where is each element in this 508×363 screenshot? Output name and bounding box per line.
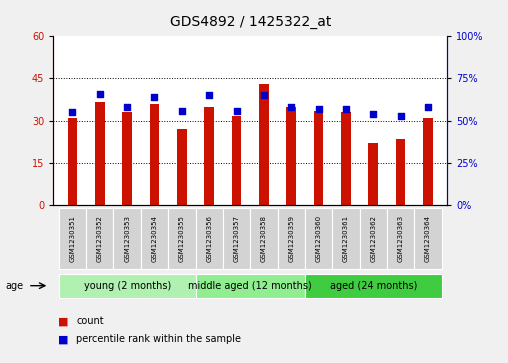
Text: GSM1230352: GSM1230352 <box>97 215 103 262</box>
Text: GSM1230364: GSM1230364 <box>425 215 431 262</box>
Bar <box>287 107 296 205</box>
FancyBboxPatch shape <box>223 208 250 269</box>
Bar <box>68 118 77 205</box>
Point <box>287 104 295 110</box>
Text: GSM1230355: GSM1230355 <box>179 215 185 262</box>
Text: GSM1230353: GSM1230353 <box>124 215 130 262</box>
FancyBboxPatch shape <box>196 274 305 298</box>
Point <box>233 108 241 114</box>
Point <box>69 109 77 115</box>
Text: GDS4892 / 1425322_at: GDS4892 / 1425322_at <box>170 15 331 29</box>
FancyBboxPatch shape <box>250 208 277 269</box>
Text: age: age <box>5 281 23 291</box>
Text: young (2 months): young (2 months) <box>83 281 171 291</box>
FancyBboxPatch shape <box>360 208 387 269</box>
Point <box>178 108 186 114</box>
Bar <box>423 118 433 205</box>
Text: aged (24 months): aged (24 months) <box>330 281 417 291</box>
FancyBboxPatch shape <box>168 208 196 269</box>
Text: middle aged (12 months): middle aged (12 months) <box>188 281 312 291</box>
Bar <box>95 102 105 205</box>
Bar <box>314 111 323 205</box>
Point <box>123 104 131 110</box>
Point <box>369 111 377 117</box>
Text: GSM1230351: GSM1230351 <box>70 215 76 262</box>
Point <box>342 106 350 112</box>
Text: GSM1230362: GSM1230362 <box>370 215 376 262</box>
Text: ■: ■ <box>58 334 69 344</box>
Bar <box>122 112 132 205</box>
Text: GSM1230359: GSM1230359 <box>288 215 294 262</box>
Text: GSM1230358: GSM1230358 <box>261 215 267 262</box>
FancyBboxPatch shape <box>196 208 223 269</box>
FancyBboxPatch shape <box>332 208 360 269</box>
Bar <box>150 104 160 205</box>
Point <box>205 93 213 98</box>
Point <box>260 93 268 98</box>
Text: ■: ■ <box>58 316 69 326</box>
Bar <box>259 84 269 205</box>
Text: GSM1230356: GSM1230356 <box>206 215 212 262</box>
Point <box>397 113 405 119</box>
Text: GSM1230363: GSM1230363 <box>398 215 403 262</box>
Bar <box>204 107 214 205</box>
Bar <box>368 143 378 205</box>
Text: percentile rank within the sample: percentile rank within the sample <box>76 334 241 344</box>
Text: GSM1230361: GSM1230361 <box>343 215 349 262</box>
Bar <box>396 139 405 205</box>
Point <box>96 91 104 97</box>
Point <box>314 106 323 112</box>
FancyBboxPatch shape <box>414 208 441 269</box>
Bar <box>177 129 186 205</box>
FancyBboxPatch shape <box>277 208 305 269</box>
FancyBboxPatch shape <box>86 208 113 269</box>
FancyBboxPatch shape <box>141 208 168 269</box>
FancyBboxPatch shape <box>387 208 414 269</box>
Text: GSM1230360: GSM1230360 <box>315 215 322 262</box>
Bar <box>341 112 351 205</box>
FancyBboxPatch shape <box>305 274 441 298</box>
Bar <box>232 117 241 205</box>
Point <box>424 104 432 110</box>
Point <box>150 94 158 100</box>
Text: GSM1230357: GSM1230357 <box>234 215 239 262</box>
FancyBboxPatch shape <box>113 208 141 269</box>
FancyBboxPatch shape <box>305 208 332 269</box>
FancyBboxPatch shape <box>59 208 86 269</box>
Text: GSM1230354: GSM1230354 <box>151 215 157 262</box>
Text: count: count <box>76 316 104 326</box>
FancyBboxPatch shape <box>59 274 196 298</box>
